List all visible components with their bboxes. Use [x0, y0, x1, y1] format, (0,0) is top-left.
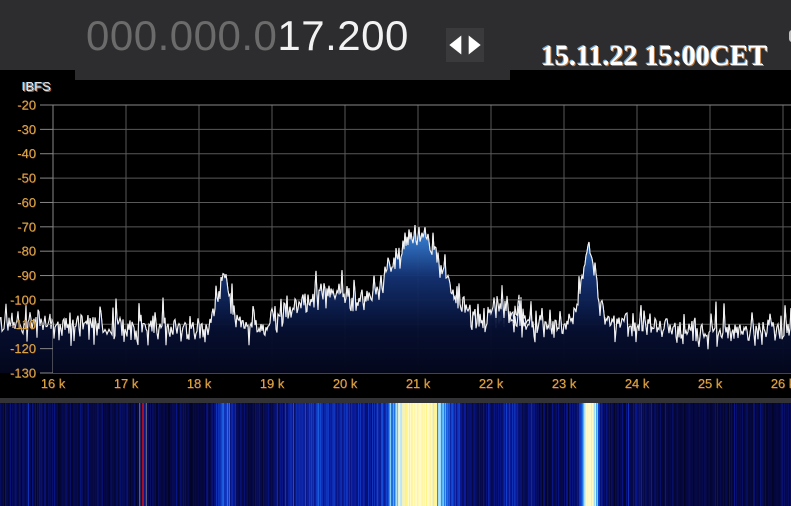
- svg-text:IBFS: IBFS: [22, 82, 51, 94]
- svg-text:17 k: 17 k: [114, 376, 139, 391]
- svg-text:-50: -50: [17, 171, 36, 186]
- svg-text:-30: -30: [17, 122, 36, 137]
- svg-text:22 k: 22 k: [479, 376, 504, 391]
- svg-text:-130: -130: [10, 366, 36, 381]
- svg-text:20 k: 20 k: [333, 376, 358, 391]
- svg-text:-100: -100: [10, 292, 36, 307]
- svg-text:18 k: 18 k: [187, 376, 212, 391]
- svg-text:24 k: 24 k: [625, 376, 650, 391]
- svg-text:19 k: 19 k: [260, 376, 285, 391]
- svg-text:-70: -70: [17, 219, 36, 234]
- svg-text:-120: -120: [10, 341, 36, 356]
- svg-text:-90: -90: [17, 268, 36, 283]
- svg-text:26 k: 26 k: [771, 376, 791, 391]
- svg-text:23 k: 23 k: [552, 376, 577, 391]
- svg-text:-40: -40: [17, 146, 36, 161]
- svg-text:25 k: 25 k: [698, 376, 723, 391]
- svg-text:-60: -60: [17, 195, 36, 210]
- svg-text:-20: -20: [17, 98, 36, 113]
- svg-text:16 k: 16 k: [41, 376, 66, 391]
- svg-text:-80: -80: [17, 244, 36, 259]
- svg-text:21 k: 21 k: [406, 376, 431, 391]
- svg-text:-110: -110: [11, 317, 36, 332]
